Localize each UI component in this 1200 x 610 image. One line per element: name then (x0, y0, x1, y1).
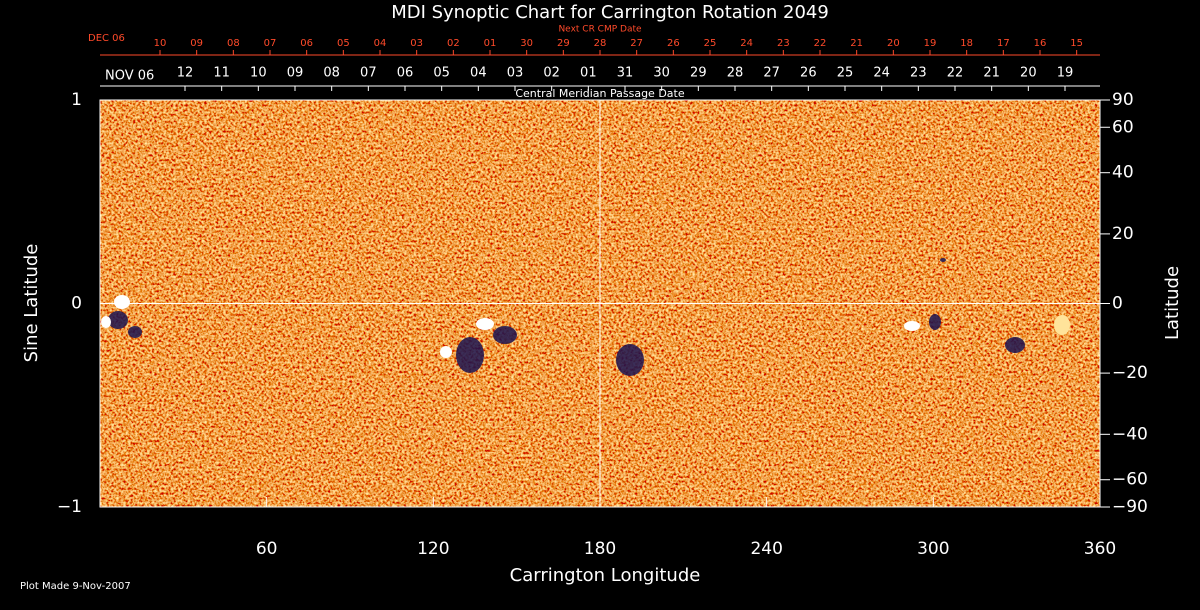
y-tick-label: 0 (71, 294, 82, 314)
date-label: 26 (667, 38, 680, 49)
y-tick-label: −1 (57, 497, 82, 517)
date-label: 04 (374, 38, 387, 49)
date-label: 12 (177, 66, 194, 81)
y2-tick-label: 90 (1112, 90, 1134, 110)
date-label: 31 (617, 66, 634, 81)
y2-tick-label: −20 (1112, 363, 1148, 383)
footer: Plot Made 9-Nov-2007 (20, 581, 131, 592)
y2-tick-label: −90 (1112, 497, 1148, 517)
x-axis-title: Carrington Longitude (510, 565, 701, 586)
x-tick-label: 360 (1084, 539, 1116, 559)
date-label: 06 (300, 38, 313, 49)
date-label: 19 (924, 38, 937, 49)
date-label: 02 (543, 66, 560, 81)
date-label: 18 (960, 38, 973, 49)
date-label: 07 (264, 38, 277, 49)
date-label: 22 (814, 38, 827, 49)
date-label: 22 (947, 66, 964, 81)
date-label: 25 (837, 66, 854, 81)
chart-title: MDI Synoptic Chart for Carrington Rotati… (391, 2, 829, 23)
date-label: 24 (740, 38, 753, 49)
x-tick-label: 300 (917, 539, 949, 559)
cmp-month: NOV 06 (105, 69, 154, 84)
y2-tick-label: 0 (1112, 294, 1123, 314)
next-cr-title: Next CR CMP Date (558, 25, 642, 35)
date-label: 15 (1070, 38, 1083, 49)
date-label: 16 (1034, 38, 1047, 49)
positive-flux (101, 295, 1070, 358)
date-label: 26 (800, 66, 817, 81)
date-label: 11 (213, 66, 230, 81)
y2-tick-label: 60 (1112, 117, 1134, 137)
date-label: 09 (190, 38, 203, 49)
y-tick-label: 1 (71, 90, 82, 110)
date-label: 30 (520, 38, 533, 49)
date-label: 27 (763, 66, 780, 81)
negative-flux (108, 258, 1025, 376)
date-label: 03 (507, 66, 524, 81)
date-label: 05 (337, 38, 350, 49)
date-label: 01 (580, 66, 597, 81)
date-label: 21 (850, 38, 863, 49)
date-label: 27 (630, 38, 643, 49)
date-label: 17 (997, 38, 1010, 49)
date-label: 04 (470, 66, 487, 81)
date-label: 28 (727, 66, 744, 81)
x-tick-label: 240 (750, 539, 782, 559)
date-label: 08 (323, 66, 340, 81)
date-label: 29 (557, 38, 570, 49)
x-tick-label: 180 (584, 539, 616, 559)
date-label: 28 (594, 38, 607, 49)
date-label: 01 (484, 38, 497, 49)
date-label: 03 (410, 38, 423, 49)
date-label: 20 (887, 38, 900, 49)
next-cr-month: DEC 06 (88, 33, 125, 44)
date-label: 25 (704, 38, 717, 49)
y2-tick-label: 40 (1112, 163, 1134, 183)
y2-axis-title: Latitude (1162, 266, 1183, 340)
date-label: 10 (154, 38, 167, 49)
date-label: 30 (653, 66, 670, 81)
x-tick-label: 60 (256, 539, 278, 559)
cmp-title: Central Meridian Passage Date (515, 87, 684, 100)
date-label: 10 (250, 66, 267, 81)
x-tick-label: 120 (417, 539, 449, 559)
date-label: 07 (360, 66, 377, 81)
date-label: 05 (433, 66, 450, 81)
date-label: 21 (983, 66, 1000, 81)
date-label: 23 (910, 66, 927, 81)
y2-tick-label: −40 (1112, 424, 1148, 444)
date-label: 08 (227, 38, 240, 49)
date-label: 24 (873, 66, 890, 81)
y2-tick-label: −60 (1112, 470, 1148, 490)
date-label: 20 (1020, 66, 1037, 81)
y2-tick-label: 20 (1112, 224, 1134, 244)
date-label: 06 (397, 66, 414, 81)
date-label: 02 (447, 38, 460, 49)
y-axis-title: Sine Latitude (21, 244, 42, 363)
date-label: 09 (287, 66, 304, 81)
date-label: 19 (1057, 66, 1074, 81)
date-label: 29 (690, 66, 707, 81)
date-label: 23 (777, 38, 790, 49)
